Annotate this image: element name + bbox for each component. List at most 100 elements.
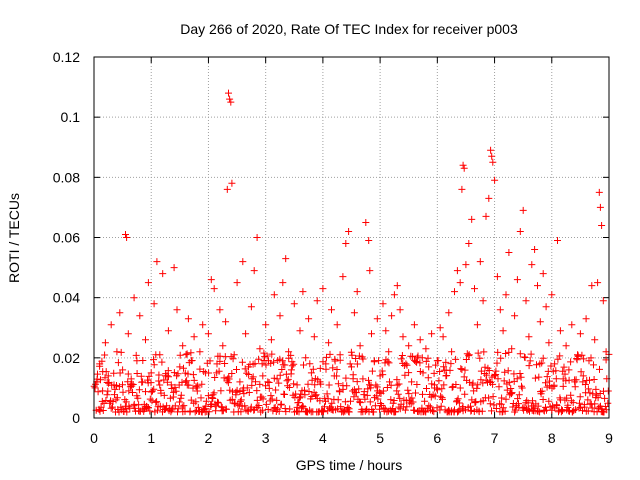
data-point-band <box>232 391 240 399</box>
data-point-band <box>453 398 460 406</box>
data-point-band <box>174 370 182 378</box>
data-point-band <box>505 378 513 386</box>
x-tick-label: 2 <box>205 430 213 446</box>
data-point <box>110 381 118 389</box>
data-point-band <box>158 358 166 366</box>
data-point-band <box>393 381 401 389</box>
data-point-band <box>442 358 450 366</box>
data-point-band <box>542 379 549 387</box>
data-point <box>130 294 138 302</box>
data-point <box>396 306 404 314</box>
data-point-band <box>162 405 169 413</box>
data-point <box>310 333 318 341</box>
data-point <box>359 375 367 383</box>
data-point <box>491 176 499 184</box>
data-point-band <box>160 391 168 399</box>
data-point-band <box>124 378 132 386</box>
data-point-band <box>323 353 330 361</box>
data-point-band <box>284 382 292 390</box>
data-point <box>305 315 313 323</box>
data-point-band <box>485 394 493 402</box>
data-point <box>571 378 579 386</box>
data-point-band <box>526 357 534 365</box>
data-point <box>101 339 109 347</box>
data-point-band <box>146 395 154 403</box>
data-point-band <box>183 377 191 385</box>
data-point-band <box>574 352 582 360</box>
data-point-band <box>499 404 507 412</box>
data-point <box>588 282 596 290</box>
data-point-band <box>489 393 497 401</box>
data-point <box>465 240 473 247</box>
data-point <box>147 369 155 377</box>
data-point <box>388 312 396 320</box>
data-point-band <box>569 399 577 407</box>
data-point-band <box>337 403 345 411</box>
data-point-band <box>349 371 357 379</box>
data-point <box>233 279 241 287</box>
data-point <box>350 309 358 317</box>
data-point-band <box>255 355 263 363</box>
data-point-band <box>309 365 317 373</box>
data-point-band <box>265 384 273 392</box>
data-point-band <box>447 360 455 368</box>
data-point <box>133 357 141 365</box>
data-point <box>559 375 567 383</box>
data-point-band <box>371 394 378 402</box>
data-point-band <box>171 383 179 391</box>
data-point <box>207 276 215 284</box>
data-point-band <box>567 391 575 399</box>
data-point-band <box>407 400 415 408</box>
data-point <box>511 312 519 320</box>
data-point-band <box>480 348 488 356</box>
data-point <box>456 279 464 287</box>
data-point-band <box>321 403 328 411</box>
data-point <box>488 152 496 160</box>
data-point-band <box>576 399 583 407</box>
data-point <box>223 185 231 193</box>
data-point-band <box>238 358 246 366</box>
data-point <box>542 303 550 311</box>
data-point <box>366 267 374 275</box>
data-point-band <box>347 348 355 356</box>
data-point-band <box>218 403 226 411</box>
data-point-band <box>283 377 291 385</box>
data-point-band <box>299 403 307 411</box>
data-point <box>505 249 513 256</box>
data-point-band <box>396 394 404 402</box>
data-point-band <box>567 358 575 366</box>
data-point-band <box>429 407 436 415</box>
data-point <box>562 342 570 350</box>
data-point <box>534 282 541 290</box>
data-point-band <box>552 367 560 375</box>
data-point-band <box>221 360 229 367</box>
data-point-band <box>462 356 470 363</box>
data-points <box>90 89 613 416</box>
data-point-band <box>293 407 301 415</box>
x-tick-label: 4 <box>319 430 327 446</box>
data-point-band <box>205 408 213 416</box>
data-point-band <box>164 367 172 375</box>
data-point-band <box>146 407 154 415</box>
data-point-band <box>513 375 521 383</box>
data-point <box>173 306 181 314</box>
data-point-band <box>346 360 354 368</box>
data-point-band <box>287 351 295 359</box>
data-point-band <box>196 365 204 373</box>
data-point-band <box>263 352 271 360</box>
data-point <box>451 288 458 296</box>
data-point-band <box>237 396 245 404</box>
data-point-band <box>228 395 236 403</box>
data-point-band <box>281 391 288 398</box>
data-point <box>473 321 481 329</box>
data-point-band <box>461 390 469 398</box>
data-point-band <box>355 385 363 393</box>
data-point-band <box>456 384 464 392</box>
data-point-band <box>405 369 413 377</box>
data-point-band <box>296 394 304 402</box>
y-tick-labels: 0 0.02 0.04 0.06 0.08 0.1 0.12 <box>53 49 80 426</box>
data-point-band <box>308 393 316 400</box>
data-point-band <box>590 376 598 383</box>
data-point-band <box>481 363 489 371</box>
data-point-band <box>385 359 393 367</box>
